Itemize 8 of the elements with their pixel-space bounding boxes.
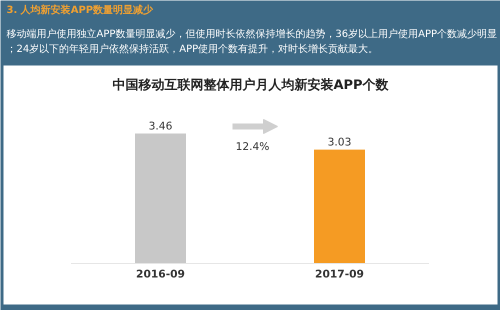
text: 移动端用户使用独立APP数量明显减少，但使用时长依然保持增长的趋势，36岁以上用户使用APP个数减少明显；24岁以下的年轻用户依然保持活跃，APP使用个数有提升，对时长增长贡献最大。 [6,28,498,55]
data-label: 3.03 [328,136,352,149]
x-tick-label: 2016-09 [136,268,185,280]
x-tick-label: 2017-09 [315,268,364,280]
data-label: 3.46 [148,120,173,132]
annotation: 12.4% [236,140,270,153]
text: 3. 人均新安装APP数量明显减少 [6,4,154,16]
chart-title: 中国移动互联网整体用户月人均新安装APP个数 [112,77,390,93]
